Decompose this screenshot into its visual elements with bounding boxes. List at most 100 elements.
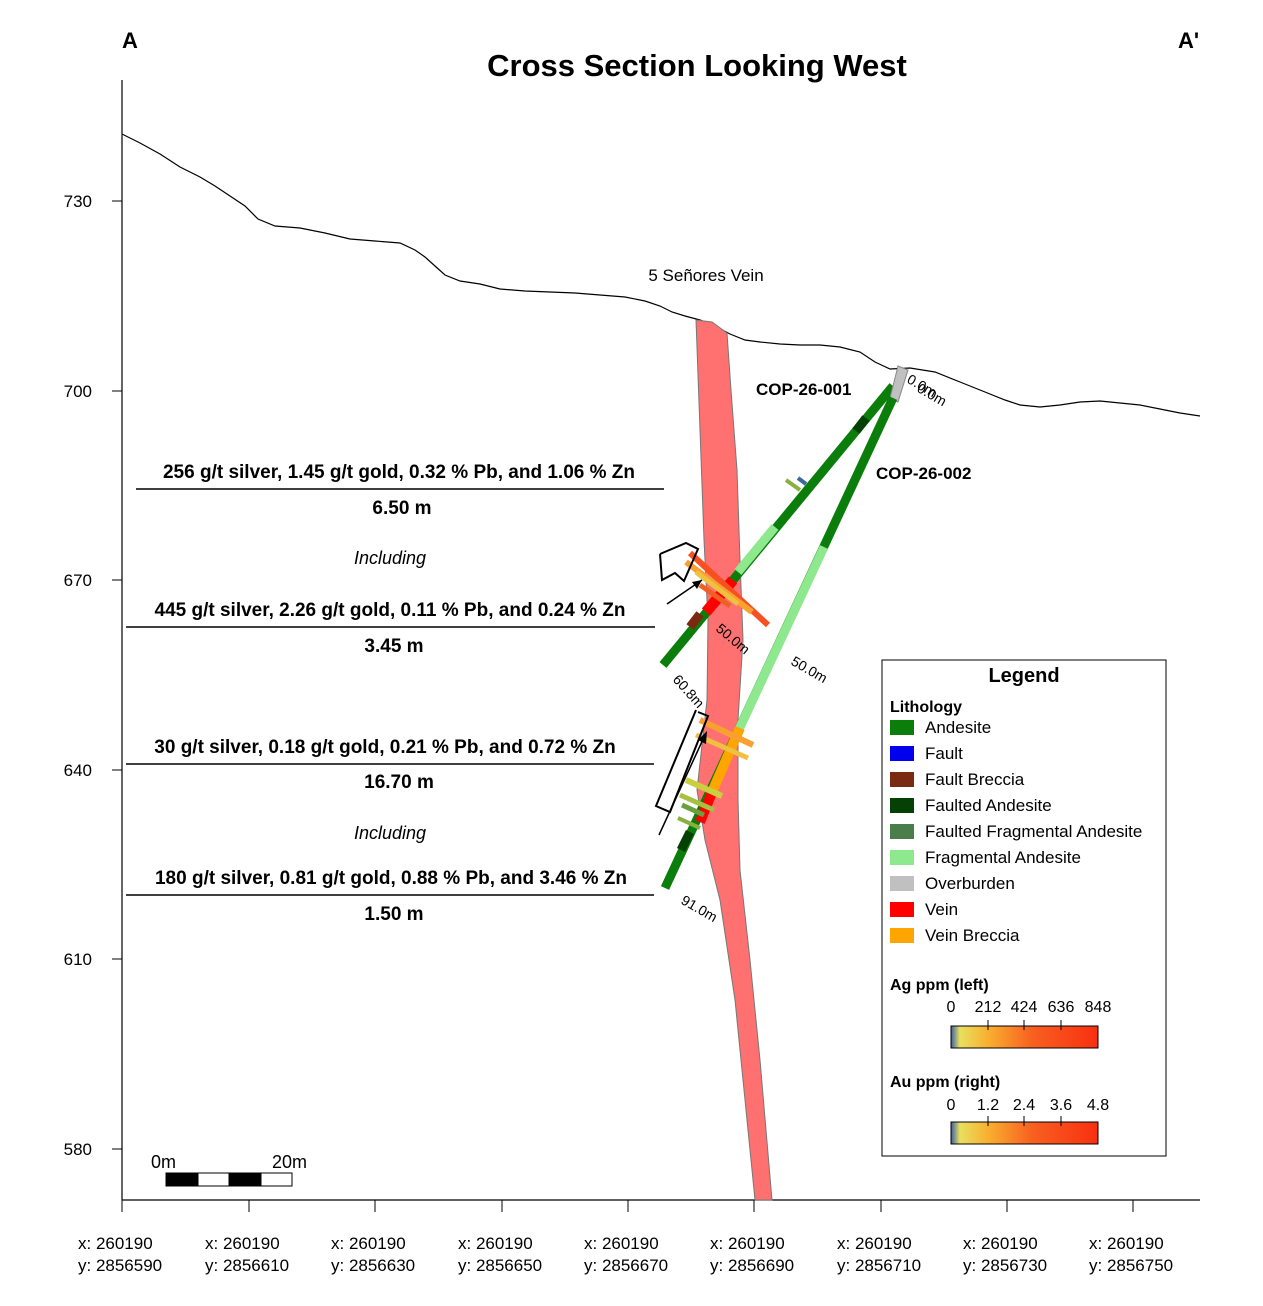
trace-fragmental-andesite [729, 545, 829, 742]
x-tick-label: x: 260190 [1089, 1234, 1164, 1253]
assay-bar [698, 717, 755, 748]
topography-line [121, 133, 1201, 417]
x-tick-label: x: 260190 [458, 1234, 533, 1253]
legend-title: Legend [988, 665, 1059, 687]
y-tick-label: 610 [64, 950, 92, 969]
x-tick-label: y: 2856690 [710, 1256, 794, 1275]
pointer-arrow [658, 734, 706, 836]
legend-box [881, 659, 1167, 1157]
x-tick-label: y: 2856730 [963, 1256, 1047, 1275]
ag-tick-label: 636 [1048, 999, 1075, 1016]
x-tick-label: y: 2856610 [205, 1256, 289, 1275]
mid-depth-label: 50.0m [789, 653, 831, 686]
assay-bar [698, 582, 732, 609]
corner-label-right: A' [1178, 28, 1199, 53]
end-depth-label: 60.8m [670, 671, 708, 711]
legend-swatch [890, 746, 914, 761]
scale-segment [228, 1172, 262, 1187]
au-ramp-ticks [987, 1116, 1062, 1126]
au-tick-labels: 0 1.2 2.4 3.6 4.8 [947, 1097, 1110, 1114]
bracket [659, 541, 700, 583]
x-tick-label: x: 260190 [710, 1234, 785, 1253]
corner-label-left: A [122, 28, 138, 53]
x-tick-label: x: 260190 [837, 1234, 912, 1253]
intercept-grade-text: 256 g/t silver, 1.45 g/t gold, 0.32 % Pb… [163, 462, 635, 483]
legend-item-label: Faulted Andesite [925, 796, 1052, 815]
assay-bar [684, 777, 724, 799]
legend-swatch [890, 798, 914, 813]
x-tick-label: x: 260190 [205, 1234, 280, 1253]
legend-swatch [890, 824, 914, 839]
legend-swatch [890, 876, 914, 891]
legend: Legend Lithology Andesite Fault Fault Brec… [881, 659, 1167, 1157]
ag-tick-labels: 0 212 424 636 848 [947, 999, 1112, 1016]
arrow-head [698, 731, 707, 744]
y-tick-label: 670 [64, 571, 92, 590]
scale-segment [197, 1172, 230, 1187]
legend-item-label: Fault [925, 744, 963, 763]
au-tick-label: 0 [947, 1097, 956, 1114]
ag-tick-label: 848 [1085, 999, 1112, 1016]
ag-tick-label: 212 [975, 999, 1002, 1016]
au-tick-label: 4.8 [1087, 1097, 1109, 1114]
vein-body [695, 319, 773, 1201]
trace-overburden [889, 365, 909, 403]
legend-item-label: Andesite [925, 718, 991, 737]
scale-segment [165, 1172, 199, 1187]
intercept-width-text: 1.50 m [364, 904, 423, 925]
y-tick-label: 580 [64, 1140, 92, 1159]
x-tick-label: y: 2856670 [584, 1256, 668, 1275]
legend-swatch [890, 772, 914, 787]
end-depth-label: 91.0m [679, 892, 721, 925]
intercept-width-text: 16.70 m [364, 772, 434, 793]
arrow-head [692, 580, 702, 589]
assay-bar [796, 476, 808, 486]
legend-au-heading: Au ppm (right) [890, 1074, 1000, 1091]
au-tick-label: 2.4 [1013, 1097, 1035, 1114]
x-axis-tick-labels: x: 260190 y: 2856590 x: 260190 y: 285661… [78, 1234, 1173, 1275]
ag-tick-label: 424 [1011, 999, 1038, 1016]
intercept-grade-text: 180 g/t silver, 0.81 g/t gold, 0.88 % Pb… [155, 868, 627, 889]
intercept-grade-text: 445 g/t silver, 2.26 g/t gold, 0.11 % Pb… [155, 600, 626, 621]
scale-bar: 0m 20m [151, 1152, 307, 1187]
y-tick-label: 640 [64, 761, 92, 780]
legend-item-label: Fragmental Andesite [925, 848, 1081, 867]
trace-fault-breccia [686, 611, 704, 630]
intercept-lower: 30 g/t silver, 0.18 g/t gold, 0.21 % Pb,… [126, 709, 710, 925]
trace-fragmental-andesite [734, 524, 779, 575]
assay-bar [680, 802, 706, 818]
x-tick-label: x: 260190 [78, 1234, 153, 1253]
legend-item-label: Vein [925, 900, 958, 919]
legend-swatch [890, 720, 914, 735]
assay-bar [694, 570, 740, 606]
x-tick-label: y: 2856630 [331, 1256, 415, 1275]
trace-faulted-andesite [852, 415, 870, 434]
collar-depth-label: 0.0m [915, 380, 950, 409]
y-tick-label: 730 [64, 192, 92, 211]
x-tick-label: x: 260190 [331, 1234, 406, 1253]
x-tick-label: y: 2856750 [1089, 1256, 1173, 1275]
drillhole-cop-26-002: 0.0m 50.0m 91.0m COP-26-002 [660, 365, 971, 925]
legend-ag-heading: Ag ppm (left) [890, 977, 989, 994]
legend-item-label: Faulted Fragmental Andesite [925, 822, 1142, 841]
scale-bar-start-label: 0m [151, 1152, 176, 1172]
y-tick-label: 700 [64, 382, 92, 401]
drillhole-cop-26-001: 0.0m 50.0m 60.8m COP-26-001 [659, 371, 939, 711]
au-tick-label: 3.6 [1050, 1097, 1072, 1114]
x-tick-label: y: 2856590 [78, 1256, 162, 1275]
assay-bar [784, 478, 802, 492]
legend-item-label: Overburden [925, 874, 1015, 893]
vein-name-label: 5 Señores Vein [648, 266, 763, 285]
intercept-width-text: 6.50 m [372, 498, 431, 519]
intercept-grade-text: 30 g/t silver, 0.18 g/t gold, 0.21 % Pb,… [154, 737, 615, 758]
assay-bar [677, 816, 701, 830]
assay-bar [678, 792, 716, 813]
x-tick-label: x: 260190 [963, 1234, 1038, 1253]
x-tick-label: x: 260190 [584, 1234, 659, 1253]
including-label: Including [354, 823, 426, 843]
legend-item-label: Fault Breccia [925, 770, 1025, 789]
drillhole-name: COP-26-002 [876, 464, 971, 483]
including-label: Including [354, 548, 426, 568]
legend-lithology-heading: Lithology [890, 699, 962, 716]
